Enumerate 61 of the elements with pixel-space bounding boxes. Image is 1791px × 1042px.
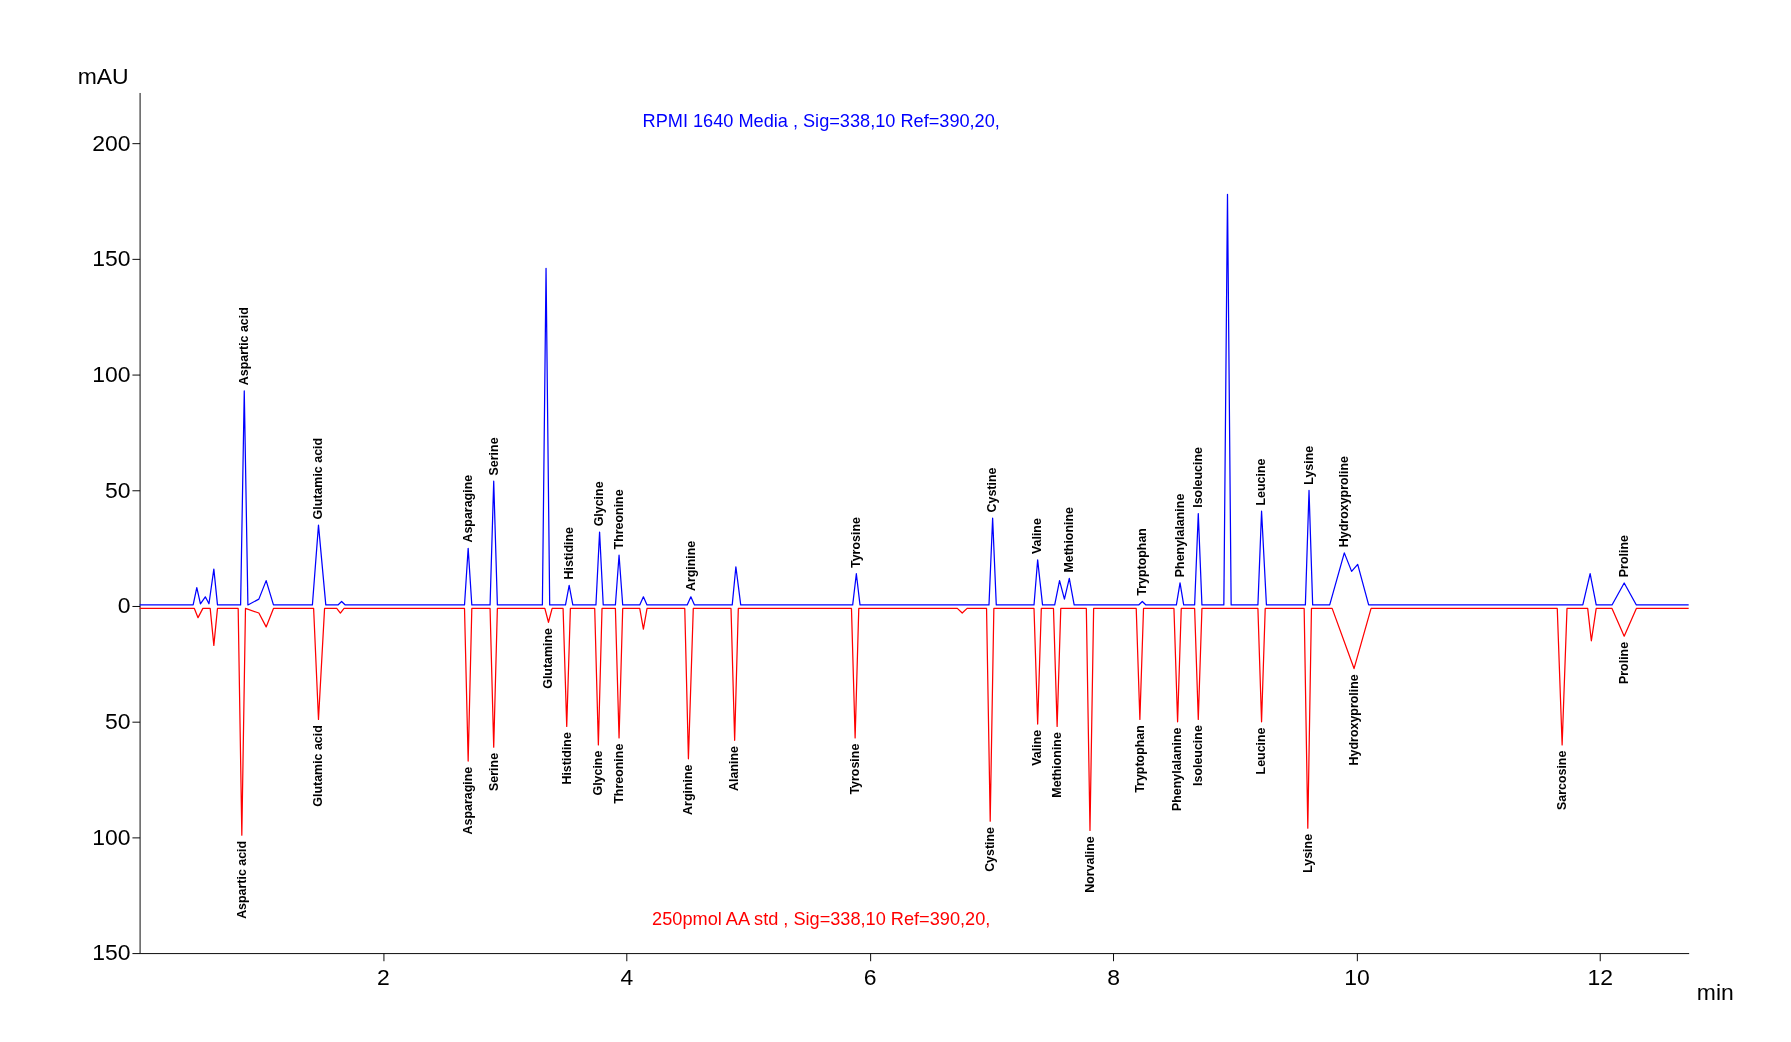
annotation: Isoleucine: [1191, 446, 1206, 508]
annotation: Threonine: [611, 743, 626, 804]
annotation: Glycine: [592, 481, 607, 527]
annotation: Cystine: [983, 826, 998, 872]
annotation: Methionine: [1062, 506, 1077, 573]
x-axis-title: min: [1696, 979, 1734, 1006]
text: RPMI 1640 Media , Sig=338,10 Ref=390,20,: [642, 110, 1000, 131]
annotation: Lysine: [1300, 833, 1315, 873]
annotation: Tyrosine: [847, 743, 862, 795]
annotation: Arginine: [683, 540, 698, 592]
annotation: Glutamic acid: [311, 437, 326, 520]
annotation: Aspartic acid: [234, 840, 249, 919]
annotation: Histidine: [559, 732, 574, 785]
annotation: Threonine: [611, 489, 626, 550]
x-tick-label: 10: [1344, 964, 1370, 991]
annotation: Sarcosine: [1554, 750, 1569, 811]
annotation: Glutamine: [541, 627, 556, 689]
annotation: Serine: [486, 752, 501, 791]
line-series: [138, 193, 1690, 606]
x-tick-label: 8: [1107, 964, 1120, 991]
annotation: Isoleucine: [1191, 725, 1206, 786]
annotation: Tryptophan: [1132, 725, 1147, 793]
y-axis-title: mAU: [77, 63, 129, 90]
y-tick-label: 150: [92, 245, 131, 272]
annotation: Proline: [1617, 535, 1632, 578]
annotation: Hydroxyproline: [1337, 455, 1352, 548]
annotation: Proline: [1617, 641, 1632, 685]
y-tick-label: 0: [117, 592, 131, 619]
annotation: Tyrosine: [849, 517, 864, 568]
annotation: Serine: [486, 437, 501, 476]
annotation: Leucine: [1254, 727, 1269, 775]
annotation: Phenylalanine: [1172, 493, 1187, 578]
annotation: Valine: [1030, 729, 1045, 766]
annotation: Cystine: [985, 467, 1000, 513]
annotation: Hydroxyproline: [1346, 674, 1361, 766]
annotation: Asparagine: [460, 474, 475, 543]
y-tick-label: 50: [105, 476, 131, 503]
x-tick-label: 4: [620, 964, 634, 991]
annotation: Lysine: [1301, 445, 1316, 485]
annotation: Valine: [1030, 518, 1045, 555]
annotation: Leucine: [1254, 458, 1269, 506]
annotation: Glycine: [591, 750, 606, 796]
annotation: Aspartic acid: [237, 307, 252, 386]
annotation: Tryptophan: [1135, 528, 1150, 596]
annotation: Histidine: [561, 526, 576, 580]
annotation: Methionine: [1049, 732, 1064, 798]
annotation: Glutamic acid: [311, 725, 326, 807]
x-tick-label: 2: [377, 964, 390, 991]
annotation: Alanine: [727, 745, 742, 791]
x-tick-label: 6: [863, 964, 877, 991]
annotation: Norvaline: [1082, 836, 1097, 893]
y-tick-label: 50: [105, 707, 131, 734]
y-tick-label: 100: [92, 823, 131, 850]
y-tick-label: 100: [92, 360, 131, 387]
x-tick-label: 12: [1587, 964, 1614, 991]
text: 250pmol AA std , Sig=338,10 Ref=390,20,: [652, 909, 991, 930]
y-tick-label: 200: [92, 129, 131, 156]
annotation: Arginine: [681, 764, 696, 815]
annotation: Phenylalanine: [1170, 727, 1185, 812]
annotation: Asparagine: [460, 766, 475, 835]
y-tick-label: 150: [92, 939, 131, 966]
